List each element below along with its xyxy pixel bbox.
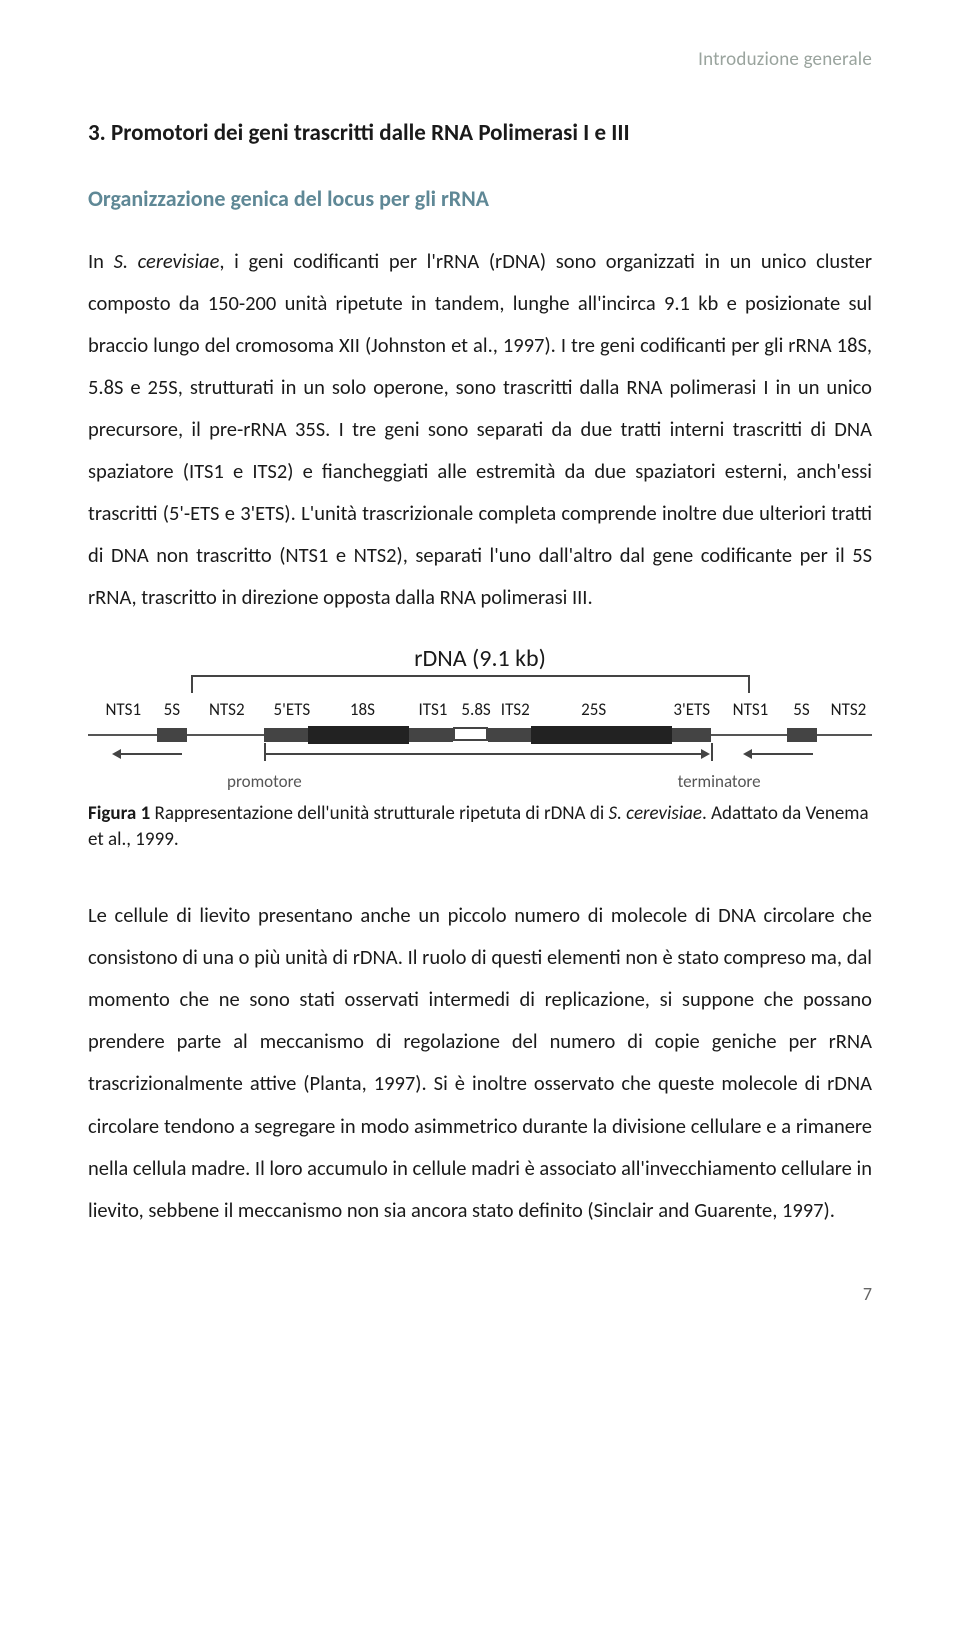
segment-label: NTS1 bbox=[105, 699, 141, 720]
subsection-title: Organizzazione genica del locus per gli … bbox=[88, 185, 872, 212]
transcription-arrow bbox=[264, 753, 703, 755]
para1-species: S. cerevisiae bbox=[114, 248, 220, 274]
paragraph-1: In S. cerevisiae, i geni codificanti per… bbox=[88, 240, 872, 618]
top-labels-row: NTS1 5S NTS2 5'ETS 18S ITS1 5.8S ITS2 25S 3'ETS NT… bbox=[88, 699, 872, 725]
segment-label: NTS2 bbox=[209, 699, 245, 720]
gene-segment bbox=[264, 728, 307, 742]
figure-1: rDNA (9.1 kb) NTS1 5S NTS2 5'ETS 18S ITS1 5.8S… bbox=[88, 640, 872, 793]
gene-segment bbox=[488, 728, 531, 742]
segment-label: 5.8S bbox=[461, 699, 490, 720]
running-header: Introduzione generale bbox=[88, 48, 872, 71]
gene-segment bbox=[453, 727, 488, 741]
gene-segment bbox=[409, 728, 452, 742]
bracket-row bbox=[88, 675, 872, 697]
segment-label: NTS2 bbox=[831, 699, 867, 720]
section-title: 3. Promotori dei geni trascritti dalle R… bbox=[88, 119, 872, 147]
segment-label: ITS2 bbox=[501, 699, 530, 720]
gene-segment bbox=[531, 726, 672, 744]
paragraph-2: Le cellule di lievito presentano anche u… bbox=[88, 894, 872, 1230]
track-row bbox=[88, 725, 872, 745]
figure-1-caption: Figura 1 Rappresentazione dell'unità str… bbox=[88, 801, 872, 852]
segment-label: NTS1 bbox=[733, 699, 769, 720]
gene-segment bbox=[157, 728, 187, 742]
transcription-arrow bbox=[750, 753, 813, 755]
segment-label: 5S bbox=[793, 699, 809, 720]
para1-lead: In bbox=[88, 248, 114, 274]
segment-label: 3'ETS bbox=[673, 699, 710, 720]
bracket bbox=[191, 675, 750, 693]
caption-species: S. cerevisiae bbox=[609, 802, 702, 825]
tick-mark bbox=[264, 743, 266, 761]
segment-label: 18S bbox=[350, 699, 375, 720]
gene-segment bbox=[787, 728, 817, 742]
page-number: 7 bbox=[88, 1283, 872, 1305]
below-labels-row: promotore terminatore bbox=[88, 771, 872, 793]
segment-label: ITS1 bbox=[418, 699, 447, 720]
gene-segment bbox=[308, 726, 410, 744]
segment-label: 25S bbox=[581, 699, 606, 720]
segment-label: 5'ETS bbox=[273, 699, 310, 720]
annotation-label: promotore bbox=[227, 771, 302, 792]
caption-text-a: Rappresentazione dell'unità strutturale … bbox=[150, 802, 608, 825]
gene-segment bbox=[672, 728, 711, 742]
para1-body: , i geni codificanti per l'rRNA (rDNA) s… bbox=[88, 248, 872, 610]
rdna-diagram: rDNA (9.1 kb) NTS1 5S NTS2 5'ETS 18S ITS1 5.8S… bbox=[88, 640, 872, 793]
segment-label: 5S bbox=[164, 699, 180, 720]
arrow-row bbox=[88, 749, 872, 771]
diagram-title: rDNA (9.1 kb) bbox=[88, 644, 872, 673]
transcription-arrow bbox=[119, 753, 182, 755]
tick-mark bbox=[711, 743, 713, 761]
caption-label: Figura 1 bbox=[88, 802, 150, 825]
annotation-label: terminatore bbox=[678, 771, 761, 792]
